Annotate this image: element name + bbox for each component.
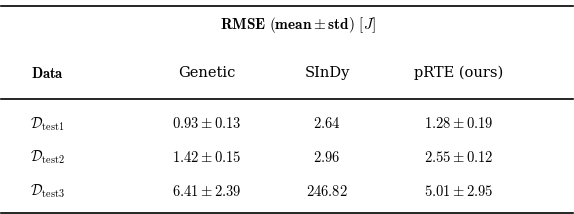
Text: $\mathbf{0.93 \pm 0.13}$: $\mathbf{0.93 \pm 0.13}$ [172,116,242,131]
Text: $246.82$: $246.82$ [306,184,348,199]
Text: $\mathcal{D}_{\mathrm{test3}}$: $\mathcal{D}_{\mathrm{test3}}$ [30,183,65,200]
Text: $2.96$: $2.96$ [313,150,340,165]
Text: $2.55 \pm 0.12$: $2.55 \pm 0.12$ [424,150,493,165]
Text: $\mathbf{5.01 \pm 2.95}$: $\mathbf{5.01 \pm 2.95}$ [424,184,493,199]
Text: pRTE (ours): pRTE (ours) [414,66,503,80]
Text: $\mathbf{Data}$: $\mathbf{Data}$ [30,66,64,81]
Text: Genetic: Genetic [179,66,236,80]
Text: $2.64$: $2.64$ [313,116,341,131]
Text: $\mathcal{D}_{\mathrm{test1}}$: $\mathcal{D}_{\mathrm{test1}}$ [30,115,64,133]
Text: $\mathbf{1.42 \pm 0.15}$: $\mathbf{1.42 \pm 0.15}$ [172,150,242,165]
Text: $\mathbf{RMSE\ (mean \pm std)\ }[J]$: $\mathbf{RMSE\ (mean \pm std)\ }[J]$ [220,15,377,35]
Text: $1.28 \pm 0.19$: $1.28 \pm 0.19$ [424,116,493,131]
Text: SInDy: SInDy [304,66,350,80]
Text: $\mathcal{D}_{\mathrm{test2}}$: $\mathcal{D}_{\mathrm{test2}}$ [30,149,65,166]
Text: $6.41 \pm 2.39$: $6.41 \pm 2.39$ [172,184,242,199]
